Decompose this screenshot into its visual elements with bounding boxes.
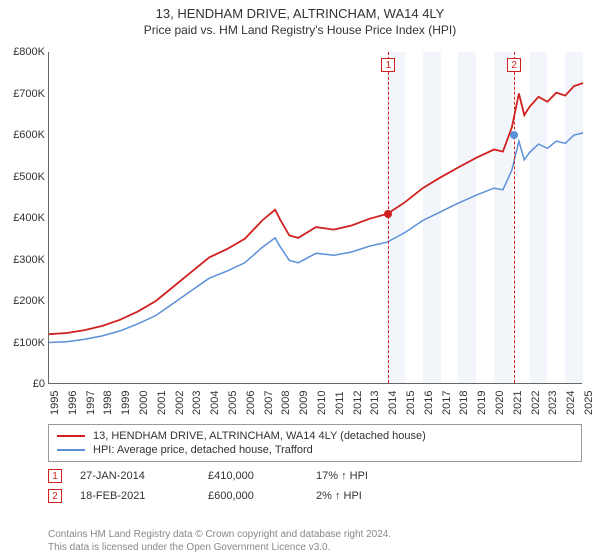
page-subtitle: Price paid vs. HM Land Registry's House … <box>0 23 600 37</box>
x-axis-tick: 2016 <box>421 395 435 415</box>
event-hpi: 17% ↑ HPI <box>316 470 406 482</box>
event-row: 2 18-FEB-2021 £600,000 2% ↑ HPI <box>48 486 582 506</box>
y-axis-tick: £500K <box>5 171 49 183</box>
x-axis-tick: 2020 <box>492 395 506 415</box>
y-axis-tick: £800K <box>5 46 49 58</box>
marker-label-icon: 2 <box>507 58 521 72</box>
x-axis-tick: 2010 <box>314 395 328 415</box>
x-axis-tick: 2001 <box>154 395 168 415</box>
footer: Contains HM Land Registry data © Crown c… <box>48 528 582 554</box>
event-marker-icon: 2 <box>48 489 62 503</box>
x-axis-tick: 2017 <box>439 395 453 415</box>
events-table: 1 27-JAN-2014 £410,000 17% ↑ HPI 2 18-FE… <box>48 466 582 506</box>
x-axis-tick: 2003 <box>189 395 203 415</box>
price-chart: £0£100K£200K£300K£400K£500K£600K£700K£80… <box>48 52 582 384</box>
x-axis-tick: 2008 <box>278 395 292 415</box>
y-axis-tick: £400K <box>5 212 49 224</box>
legend-swatch <box>57 435 85 437</box>
x-axis-tick: 1996 <box>65 395 79 415</box>
series-line <box>49 83 583 334</box>
y-axis-tick: £600K <box>5 129 49 141</box>
x-axis-tick: 2015 <box>403 395 417 415</box>
legend-swatch <box>57 449 85 451</box>
page-title: 13, HENDHAM DRIVE, ALTRINCHAM, WA14 4LY <box>0 6 600 21</box>
title-block: 13, HENDHAM DRIVE, ALTRINCHAM, WA14 4LY … <box>0 0 600 37</box>
event-date: 27-JAN-2014 <box>80 470 190 482</box>
marker-line <box>514 52 515 383</box>
x-axis-tick: 2012 <box>350 395 364 415</box>
y-axis-tick: £700K <box>5 88 49 100</box>
x-axis-tick: 2014 <box>385 395 399 415</box>
legend: 13, HENDHAM DRIVE, ALTRINCHAM, WA14 4LY … <box>48 424 582 462</box>
event-row: 1 27-JAN-2014 £410,000 17% ↑ HPI <box>48 466 582 486</box>
line-plot-svg <box>49 52 582 383</box>
footer-text: This data is licensed under the Open Gov… <box>48 541 582 554</box>
x-axis-tick: 2023 <box>545 395 559 415</box>
x-axis-tick: 2021 <box>510 395 524 415</box>
x-axis-tick: 2011 <box>332 395 346 415</box>
x-axis-tick: 1997 <box>83 395 97 415</box>
marker-dot-icon <box>510 131 518 139</box>
legend-label: HPI: Average price, detached house, Traf… <box>93 444 313 456</box>
x-axis-tick: 2019 <box>474 395 488 415</box>
x-axis-tick: 2007 <box>261 395 275 415</box>
x-axis-tick: 2002 <box>172 395 186 415</box>
x-axis-tick: 2018 <box>456 395 470 415</box>
event-date: 18-FEB-2021 <box>80 490 190 502</box>
event-hpi: 2% ↑ HPI <box>316 490 406 502</box>
event-price: £600,000 <box>208 490 298 502</box>
x-axis-tick: 2004 <box>207 395 221 415</box>
series-line <box>49 133 583 343</box>
legend-item: 13, HENDHAM DRIVE, ALTRINCHAM, WA14 4LY … <box>57 429 573 443</box>
y-axis-tick: £200K <box>5 295 49 307</box>
x-axis-tick: 2024 <box>563 395 577 415</box>
event-price: £410,000 <box>208 470 298 482</box>
marker-label-icon: 1 <box>381 58 395 72</box>
x-axis-tick: 2025 <box>581 395 595 415</box>
footer-text: Contains HM Land Registry data © Crown c… <box>48 528 582 541</box>
x-axis-tick: 2006 <box>243 395 257 415</box>
marker-dot-icon <box>384 210 392 218</box>
x-axis-tick: 2005 <box>225 395 239 415</box>
y-axis-tick: £300K <box>5 254 49 266</box>
y-axis-tick: £0 <box>5 378 49 390</box>
x-axis-tick: 2013 <box>367 395 381 415</box>
x-axis-tick: 1995 <box>47 395 61 415</box>
x-axis-tick: 1999 <box>118 395 132 415</box>
legend-item: HPI: Average price, detached house, Traf… <box>57 443 573 457</box>
x-axis-tick: 2022 <box>528 395 542 415</box>
y-axis-tick: £100K <box>5 337 49 349</box>
x-axis-tick: 2009 <box>296 395 310 415</box>
x-axis-tick: 2000 <box>136 395 150 415</box>
event-marker-icon: 1 <box>48 469 62 483</box>
legend-label: 13, HENDHAM DRIVE, ALTRINCHAM, WA14 4LY … <box>93 430 426 442</box>
x-axis-tick: 1998 <box>100 395 114 415</box>
